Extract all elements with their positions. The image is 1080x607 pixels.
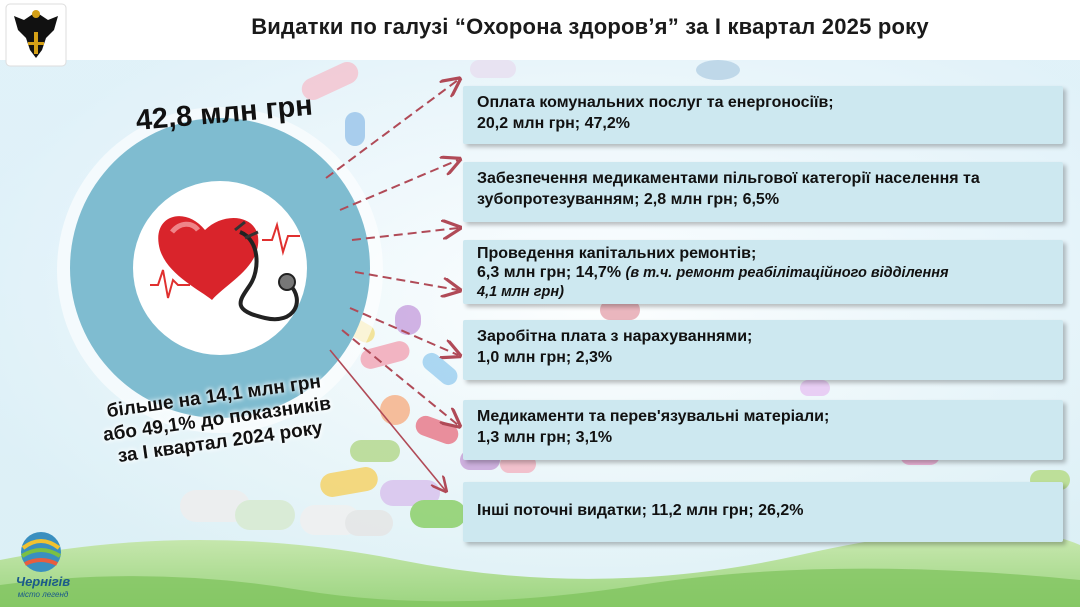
expense-item-title: Забезпечення медикаментами пільгової кат…	[477, 170, 980, 187]
expense-item-value: 6,3 млн грн; 14,7%	[477, 264, 622, 281]
expense-item-utilities: Оплата комунальних послуг та енергоносії…	[463, 86, 1063, 144]
city-logo-name: Чернігів	[15, 574, 71, 589]
expense-item-medications-benefits: Забезпечення медикаментами пільгової кат…	[463, 162, 1063, 222]
expense-item-value: 1,0 млн грн; 2,3%	[477, 349, 613, 366]
arrow-2	[339, 160, 458, 211]
expense-item-capital-repairs: Проведення капітальних ремонтів; 6,3 млн…	[463, 240, 1063, 304]
arrow-5	[349, 307, 458, 355]
arrow-3	[351, 228, 458, 241]
arrow-4	[354, 271, 458, 290]
page-title: Видатки по галузі “Охорона здоров’я” за …	[251, 14, 929, 39]
expense-item-note: 4,1 млн грн)	[477, 284, 564, 300]
arrow-1	[325, 80, 458, 179]
expense-item-title: Медикаменти та перев'язувальні матеріали…	[477, 408, 830, 425]
expense-item-title: Оплата комунальних послуг та енергоносії…	[477, 94, 834, 111]
expense-item-title: Проведення капітальних ремонтів;	[477, 245, 757, 262]
arrow-6	[341, 329, 458, 425]
city-logo-icon	[20, 532, 62, 572]
expense-item-value: зубопротезуванням; 2,8 млн грн; 6,5%	[477, 191, 780, 208]
expense-item-title: Заробітна плата з нарахуваннями;	[477, 328, 753, 345]
expense-item-value: 20,2 млн грн; 47,2%	[477, 115, 630, 132]
expense-item-medical-supplies: Медикаменти та перев'язувальні матеріали…	[463, 400, 1063, 460]
heart-icon	[158, 216, 259, 300]
city-logo-subtitle: місто легенд	[17, 590, 69, 599]
city-crest-icon	[5, 3, 67, 67]
arrow-7	[329, 349, 445, 490]
expense-item-salary: Заробітна плата з нарахуваннями; 1,0 млн…	[463, 320, 1063, 380]
expense-item-title: Інші поточні видатки; 11,2 млн грн; 26,2…	[477, 502, 804, 519]
stethoscope-icon	[238, 230, 299, 322]
expense-item-other: Інші поточні видатки; 11,2 млн грн; 26,2…	[463, 482, 1063, 542]
expense-item-note: (в т.ч. ремонт реабілітаційного відділен…	[625, 265, 949, 281]
expense-item-value: 1,3 млн грн; 3,1%	[477, 429, 613, 446]
